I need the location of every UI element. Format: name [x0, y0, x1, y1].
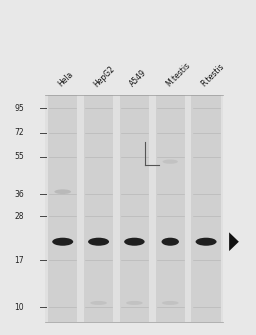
- Text: M.testis: M.testis: [164, 61, 191, 89]
- Polygon shape: [229, 232, 239, 251]
- Ellipse shape: [163, 159, 178, 164]
- Text: A549: A549: [128, 68, 148, 89]
- Text: Hela: Hela: [56, 70, 75, 89]
- Bar: [48, 95, 77, 322]
- Text: HepG2: HepG2: [92, 64, 117, 89]
- Bar: [84, 95, 113, 322]
- Text: 72: 72: [15, 128, 24, 137]
- Text: 55: 55: [15, 152, 24, 161]
- Bar: [191, 95, 221, 322]
- Ellipse shape: [124, 238, 145, 246]
- Text: 10: 10: [15, 303, 24, 312]
- Text: 36: 36: [15, 190, 24, 199]
- Text: 17: 17: [15, 256, 24, 265]
- Ellipse shape: [126, 301, 143, 305]
- Text: 95: 95: [15, 104, 24, 113]
- Ellipse shape: [162, 238, 179, 246]
- Bar: [120, 95, 149, 322]
- Ellipse shape: [196, 238, 217, 246]
- Ellipse shape: [162, 301, 179, 305]
- Ellipse shape: [88, 238, 109, 246]
- Bar: [156, 95, 185, 322]
- Ellipse shape: [90, 301, 107, 305]
- Text: R.testis: R.testis: [200, 62, 226, 89]
- Bar: [45, 95, 223, 322]
- Text: 28: 28: [15, 212, 24, 221]
- Ellipse shape: [54, 189, 71, 194]
- Ellipse shape: [52, 238, 73, 246]
